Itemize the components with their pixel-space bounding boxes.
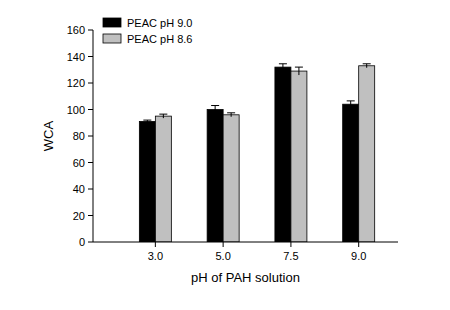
y-tick-label: 120 xyxy=(67,77,85,89)
legend: PEAC pH 9.0 PEAC pH 8.6 xyxy=(103,17,192,45)
bar xyxy=(291,71,307,242)
y-tick-label: 80 xyxy=(73,130,85,142)
error-stem xyxy=(350,101,351,108)
error-cap xyxy=(227,112,235,113)
error-cap xyxy=(295,67,303,68)
y-tick xyxy=(88,215,93,216)
bar xyxy=(343,104,359,242)
error-stem xyxy=(282,64,283,71)
bar xyxy=(139,121,155,242)
bar xyxy=(223,115,239,242)
error-cap xyxy=(159,114,167,115)
x-tick xyxy=(155,242,156,247)
bar xyxy=(207,110,223,243)
y-tick-label: 100 xyxy=(67,104,85,116)
error-bar xyxy=(295,67,303,75)
y-tick xyxy=(88,162,93,163)
error-stem xyxy=(215,106,216,114)
error-bar xyxy=(211,106,219,114)
error-stem xyxy=(231,113,232,117)
error-cap xyxy=(143,120,151,121)
chart-svg: 0 20 40 60 80 100 120 140 160 3.0 5.0 7.5 9.0 pH of P… xyxy=(0,0,450,310)
y-tick-label: 20 xyxy=(73,210,85,222)
y-tick xyxy=(88,109,93,110)
chart-container: 0 20 40 60 80 100 120 140 160 3.0 5.0 7.5 9.0 pH of P… xyxy=(0,0,450,310)
error-cap xyxy=(347,100,355,101)
x-tick xyxy=(290,242,291,247)
bars xyxy=(139,64,374,242)
legend-swatch xyxy=(103,18,121,27)
error-bar xyxy=(279,64,287,71)
error-bar xyxy=(159,114,167,118)
error-stem xyxy=(298,67,299,75)
x-tick-label: 9.0 xyxy=(351,250,366,262)
error-stem xyxy=(366,64,367,68)
y-tick-label: 0 xyxy=(79,236,85,248)
y-tick xyxy=(88,56,93,57)
error-bar xyxy=(363,64,371,68)
x-tick-label: 7.5 xyxy=(283,250,298,262)
bar xyxy=(359,66,375,242)
bar xyxy=(155,116,171,242)
x-tick-label: 3.0 xyxy=(148,250,163,262)
error-bar xyxy=(143,120,151,123)
y-tick-label: 60 xyxy=(73,157,85,169)
error-cap xyxy=(279,63,287,64)
error-stem xyxy=(163,114,164,118)
y-tick-label: 40 xyxy=(73,183,85,195)
y-tick xyxy=(88,30,93,31)
x-tick xyxy=(358,242,359,247)
y-tick xyxy=(88,242,93,243)
legend-label: PEAC pH 9.0 xyxy=(127,17,192,29)
bar xyxy=(275,67,291,242)
y-tick xyxy=(88,136,93,137)
legend-label: PEAC pH 8.6 xyxy=(127,33,192,45)
error-bar xyxy=(227,113,235,117)
y-axis-label: WCA xyxy=(41,121,56,152)
y-tick-label: 160 xyxy=(67,24,85,36)
x-axis-label: pH of PAH solution xyxy=(191,270,300,285)
error-cap xyxy=(363,63,371,64)
error-bar xyxy=(347,101,355,108)
y-tick xyxy=(88,189,93,190)
legend-swatch xyxy=(103,34,121,43)
x-tick xyxy=(223,242,224,247)
x-tick-label: 5.0 xyxy=(215,250,230,262)
error-cap xyxy=(211,105,219,106)
y-tick-label: 140 xyxy=(67,51,85,63)
x-axis xyxy=(93,242,398,243)
y-tick xyxy=(88,83,93,84)
